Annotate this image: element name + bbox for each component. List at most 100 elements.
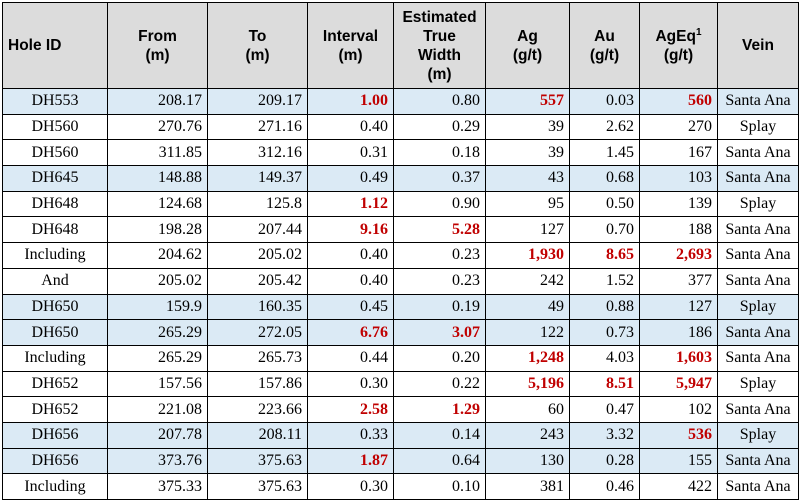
ageq-cell: 560 [639, 88, 718, 115]
vein-cell: Splay [717, 421, 799, 449]
au-cell: 1.52 [569, 267, 640, 295]
au-cell: 3.32 [569, 421, 640, 449]
au-cell: 2.62 [569, 113, 640, 141]
ag-cell: 243 [485, 421, 570, 449]
au-cell: 0.03 [569, 88, 640, 115]
table-row: Including 375.33 375.63 0.30 0.10 381 0.46 422 S… [2, 473, 799, 500]
interval-cell: 1.87 [307, 447, 394, 475]
from-cell: 208.17 [107, 88, 208, 115]
vein-cell: Santa Ana [717, 447, 799, 475]
hole-id-cell: DH645 [2, 165, 108, 192]
ag-cell: 95 [485, 190, 570, 218]
table-row: DH648 198.28 207.44 9.16 5.28 127 0.70 188 Santa… [2, 216, 799, 244]
col-header-hole-id: Hole ID [2, 2, 108, 89]
from-cell: 265.29 [107, 344, 208, 372]
vein-cell: Santa Ana [717, 139, 799, 167]
col-header-interval: Interval (m) [307, 2, 394, 89]
au-cell: 0.88 [569, 293, 640, 321]
from-cell: 159.9 [107, 293, 208, 321]
col-header-vein: Vein [717, 2, 799, 89]
true-width-cell: 0.23 [393, 242, 486, 269]
hole-id-cell: And [2, 267, 108, 295]
hole-id-cell: DH648 [2, 216, 108, 244]
table-row: DH656 373.76 375.63 1.87 0.64 130 0.28 155 Santa… [2, 447, 799, 475]
header-row: Hole ID From (m) To (m) Interval (m) Estima… [2, 2, 799, 89]
vein-cell: Santa Ana [717, 319, 799, 346]
ag-cell: 49 [485, 293, 570, 321]
to-cell: 272.05 [207, 319, 308, 346]
table-row: DH650 265.29 272.05 6.76 3.07 122 0.73 186 Santa… [2, 319, 799, 346]
to-cell: 205.02 [207, 242, 308, 269]
hole-id-cell: DH652 [2, 370, 108, 398]
interval-cell: 9.16 [307, 216, 394, 244]
ag-cell: 60 [485, 396, 570, 423]
true-width-cell: 0.80 [393, 88, 486, 115]
interval-cell: 0.40 [307, 242, 394, 269]
vein-cell: Splay [717, 190, 799, 218]
col-header-au: Au (g/t) [569, 2, 640, 89]
interval-cell: 2.58 [307, 396, 394, 423]
table-row: DH553 208.17 209.17 1.00 0.80 557 0.03 560 Santa… [2, 88, 799, 115]
hole-id-cell: DH560 [2, 113, 108, 141]
true-width-cell: 0.64 [393, 447, 486, 475]
vein-cell: Santa Ana [717, 165, 799, 192]
table-row: DH652 157.56 157.86 0.30 0.22 5,196 8.51 5,947 S… [2, 370, 799, 398]
au-cell: 4.03 [569, 344, 640, 372]
au-cell: 8.51 [569, 370, 640, 398]
interval-cell: 0.45 [307, 293, 394, 321]
true-width-cell: 0.20 [393, 344, 486, 372]
interval-cell: 0.49 [307, 165, 394, 192]
interval-cell: 0.30 [307, 473, 394, 500]
table-row: And 205.02 205.42 0.40 0.23 242 1.52 377 Santa A… [2, 267, 799, 295]
true-width-cell: 0.37 [393, 165, 486, 192]
au-cell: 0.47 [569, 396, 640, 423]
ag-cell: 130 [485, 447, 570, 475]
true-width-cell: 3.07 [393, 319, 486, 346]
hole-id-cell: DH656 [2, 447, 108, 475]
hole-id-cell: DH648 [2, 190, 108, 218]
ag-cell: 39 [485, 139, 570, 167]
footnote-marker: 1 [695, 26, 702, 38]
to-cell: 312.16 [207, 139, 308, 167]
from-cell: 148.88 [107, 165, 208, 192]
ageq-cell: 103 [639, 165, 718, 192]
table-row: Including 265.29 265.73 0.44 0.20 1,248 4.03 1,… [2, 344, 799, 372]
ag-cell: 557 [485, 88, 570, 115]
true-width-cell: 1.29 [393, 396, 486, 423]
hole-id-cell: DH652 [2, 396, 108, 423]
ageq-cell: 188 [639, 216, 718, 244]
au-cell: 0.73 [569, 319, 640, 346]
interval-cell: 1.12 [307, 190, 394, 218]
from-cell: 221.08 [107, 396, 208, 423]
interval-cell: 0.30 [307, 370, 394, 398]
to-cell: 149.37 [207, 165, 308, 192]
col-header-true-width: Estimated True Width (m) [393, 2, 486, 89]
au-cell: 0.70 [569, 216, 640, 244]
hole-id-cell: DH650 [2, 293, 108, 321]
ageq-cell: 155 [639, 447, 718, 475]
au-cell: 0.46 [569, 473, 640, 500]
table-row: DH560 311.85 312.16 0.31 0.18 39 1.45 167 Santa … [2, 139, 799, 167]
au-cell: 0.50 [569, 190, 640, 218]
ag-cell: 1,930 [485, 242, 570, 269]
true-width-cell: 0.23 [393, 267, 486, 295]
hole-id-cell: Including [2, 242, 108, 269]
from-cell: 124.68 [107, 190, 208, 218]
interval-cell: 0.44 [307, 344, 394, 372]
interval-cell: 0.33 [307, 421, 394, 449]
from-cell: 373.76 [107, 447, 208, 475]
col-header-ageq: AgEq1 (g/t) [639, 2, 718, 89]
ageq-cell: 377 [639, 267, 718, 295]
to-cell: 265.73 [207, 344, 308, 372]
table-row: DH656 207.78 208.11 0.33 0.14 243 3.32 536 Splay [2, 421, 799, 449]
au-cell: 0.68 [569, 165, 640, 192]
vein-cell: Splay [717, 113, 799, 141]
to-cell: 125.8 [207, 190, 308, 218]
to-cell: 207.44 [207, 216, 308, 244]
ageq-cell: 5,947 [639, 370, 718, 398]
ageq-cell: 139 [639, 190, 718, 218]
ageq-cell: 2,693 [639, 242, 718, 269]
from-cell: 311.85 [107, 139, 208, 167]
true-width-cell: 0.90 [393, 190, 486, 218]
